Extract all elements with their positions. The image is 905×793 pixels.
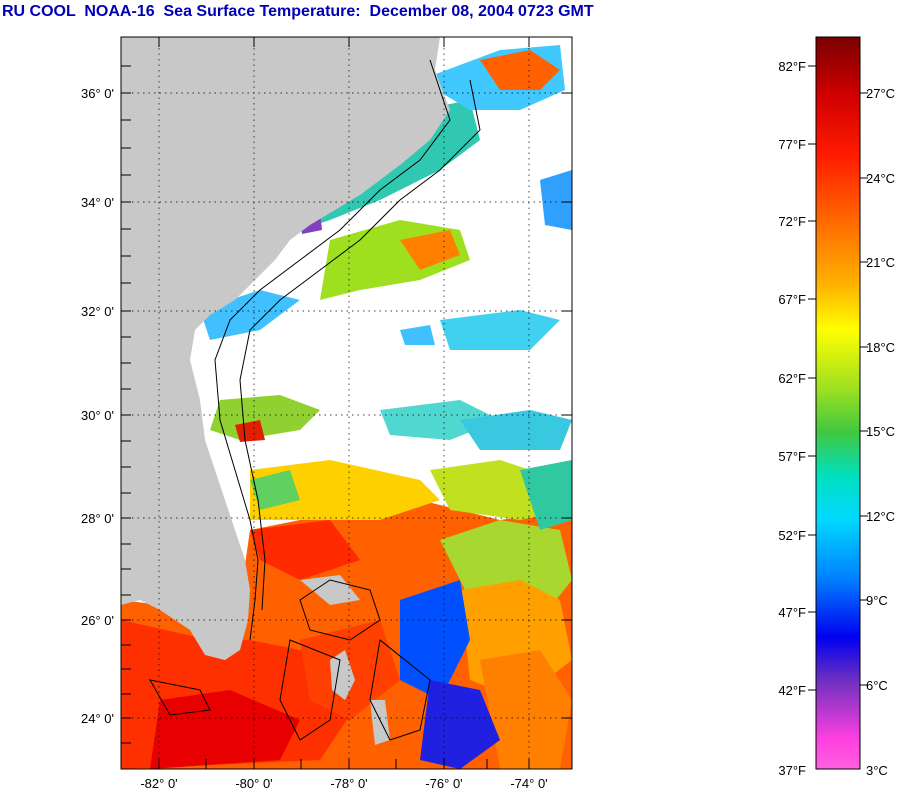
lat-label: 26° 0' [81,613,114,628]
axis-ticks [121,37,572,769]
colorbar-c-label: 3°C [866,763,888,778]
land [121,37,450,745]
colorbar-f-label: 67°F [778,292,806,307]
lon-label: -82° 0' [140,776,177,791]
colorbar-f-label: 72°F [778,214,806,229]
lon-label: -80° 0' [235,776,272,791]
lat-label: 32° 0' [81,304,114,319]
graticule [121,37,572,769]
latitude-labels: 36° 0' 34° 0' 32° 0' 30° 0' 28° 0' 26° 0… [81,86,114,726]
colorbar-c-label: 24°C [866,171,895,186]
map-panel [121,37,572,769]
colorbar: 82°F 77°F 72°F 67°F 62°F 57°F 52°F 47°F … [778,36,895,778]
colorbar-c-label: 27°C [866,86,895,101]
colorbar-f-label: 77°F [778,137,806,152]
sst-warm-region [121,460,572,769]
colorbar-f-label: 82°F [778,59,806,74]
colorbar-f-label: 37°F [778,763,806,778]
lon-label: -78° 0' [330,776,367,791]
colorbar-c-label: 9°C [866,593,888,608]
colorbar-f-label: 47°F [778,605,806,620]
lon-label: -76° 0' [425,776,462,791]
lon-label: -74° 0' [510,776,547,791]
colorbar-c-label: 21°C [866,255,895,270]
map-frame [120,36,573,770]
lat-label: 36° 0' [81,86,114,101]
colorbar-c-label: 12°C [866,509,895,524]
longitude-labels: -82° 0' -80° 0' -78° 0' -76° 0' -74° 0' [140,776,547,791]
lat-label: 28° 0' [81,511,114,526]
map-title: RU COOL NOAA-16 Sea Surface Temperature:… [2,3,594,20]
colorbar-f-label: 52°F [778,528,806,543]
lat-label: 24° 0' [81,711,114,726]
colorbar-gradient [815,36,861,770]
colorbar-c-label: 15°C [866,424,895,439]
colorbar-f-label: 57°F [778,449,806,464]
lat-label: 30° 0' [81,408,114,423]
colorbar-c-label: 6°C [866,678,888,693]
colorbar-c-label: 18°C [866,340,895,355]
colorbar-f-label: 62°F [778,371,806,386]
colorbar-f-label: 42°F [778,683,806,698]
lat-label: 34° 0' [81,195,114,210]
